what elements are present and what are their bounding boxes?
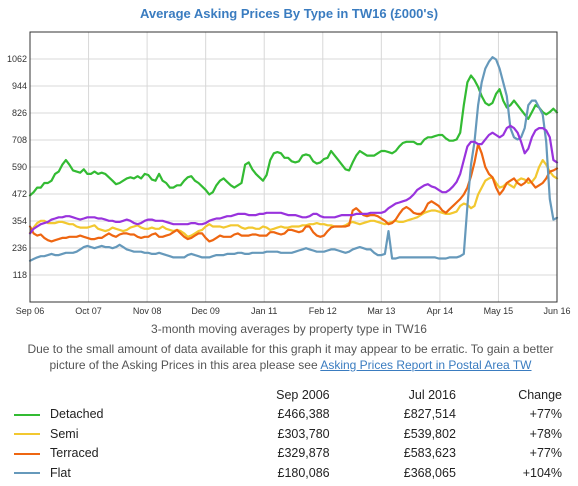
price-change: +77% [529,446,562,461]
header-sep2006: Sep 2006 [276,387,330,402]
x-tick-label: May 15 [484,306,514,316]
series-line-semi [28,159,559,238]
price-sep2006: £180,086 [277,465,330,480]
y-tick-label: 708 [12,135,27,145]
y-tick-label: 1062 [7,54,27,64]
table-row: Flat £180,086 £368,065 +104% [10,463,562,483]
x-tick-label: Dec 09 [191,306,220,316]
property-type: Detached [50,407,104,422]
header-blank [10,385,50,405]
price-change: +104% [522,465,562,480]
y-tick-label: 236 [12,243,27,253]
series-line-detached [28,74,559,197]
x-tick-label: Nov 08 [133,306,162,316]
price-chart: 118 236 354 472 590 708 826 944 1062 Sep 06 Oct 07… [7,31,571,316]
header-change: Change [518,387,562,402]
x-tick-label: Oct 07 [75,306,102,316]
series-line-series-5 [28,124,559,235]
data-note: Due to the small amount of data availabl… [18,341,563,373]
x-tick-label: Jun 16 [543,306,570,316]
price-sep2006: £466,388 [277,407,330,422]
table-row: Detached £466,388 £827,514 +77% [10,405,562,425]
x-tick-label: Feb 12 [309,306,337,316]
table-header-row: Sep 2006 Jul 2016 Change [10,385,562,405]
table-row: Terraced £329,878 £583,623 +77% [10,444,562,464]
y-tick-label: 944 [12,81,27,91]
series-line-flat [28,56,559,262]
header-name [50,385,200,405]
price-jul2016: £827,514 [403,407,456,422]
property-type: Terraced [50,446,99,461]
price-sep2006: £329,878 [277,446,330,461]
chart-subtitle: 3-month moving averages by property type… [151,322,427,336]
plot-frame [29,31,558,303]
price-change: +78% [529,426,562,441]
property-type: Semi [50,426,79,441]
legend-swatch [10,463,50,483]
table-row: Semi £303,780 £539,802 +78% [10,424,562,444]
price-jul2016: £368,065 [403,465,456,480]
x-tick-label: Sep 06 [16,306,45,316]
price-jul2016: £583,623 [403,446,456,461]
x-tick-label: Apr 14 [427,306,454,316]
asking-prices-report-link[interactable]: Asking Prices Report in Postal Area TW [320,358,532,372]
data-note-text: Due to the small amount of data availabl… [27,342,554,372]
price-change: +77% [529,407,562,422]
legend-swatch [10,424,50,444]
y-tick-label: 590 [12,162,27,172]
y-tick-label: 354 [12,216,27,226]
y-tick-label: 118 [13,270,27,280]
y-tick-label: 826 [12,108,27,118]
y-tick-label: 472 [12,189,27,199]
price-change-table: Sep 2006 Jul 2016 Change Detached £466,3… [10,385,562,483]
price-jul2016: £539,802 [403,426,456,441]
x-tick-label: Mar 13 [367,306,395,316]
header-jul2016: Jul 2016 [408,387,456,402]
legend-swatch [10,405,50,425]
property-type: Flat [50,465,71,480]
x-tick-label: Jan 11 [251,306,277,316]
price-sep2006: £303,780 [277,426,330,441]
chart-title: Average Asking Prices By Type in TW16 (£… [139,6,439,21]
legend-swatch [10,444,50,464]
